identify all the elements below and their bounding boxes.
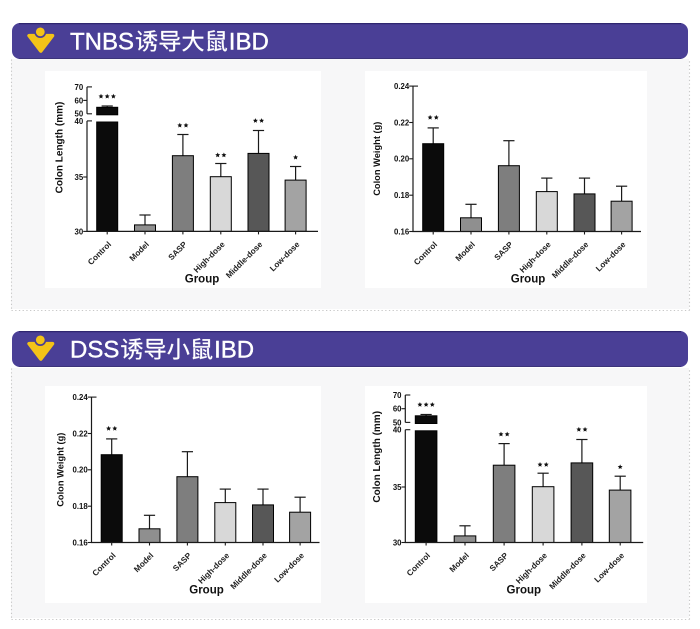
svg-text:0.16: 0.16 <box>394 227 410 236</box>
svg-text:Group: Group <box>507 585 542 597</box>
svg-text:0.22: 0.22 <box>73 429 89 438</box>
svg-text:0.20: 0.20 <box>394 155 410 164</box>
svg-text:50: 50 <box>393 418 402 427</box>
svg-text:60: 60 <box>393 405 402 414</box>
svg-text:60: 60 <box>75 96 84 105</box>
svg-text:70: 70 <box>393 391 402 400</box>
svg-text:0.24: 0.24 <box>394 82 410 91</box>
svg-text:30: 30 <box>75 227 84 236</box>
svg-text:0.18: 0.18 <box>73 502 89 511</box>
svg-text:Colon Length (mm): Colon Length (mm) <box>55 102 66 194</box>
svg-text:35: 35 <box>393 483 402 492</box>
svg-text:40: 40 <box>393 426 402 435</box>
svg-text:0.18: 0.18 <box>394 191 410 200</box>
svg-text:Group: Group <box>185 273 220 285</box>
svg-text:DSS: DSS <box>70 337 119 364</box>
svg-text:70: 70 <box>75 83 84 92</box>
svg-text:30: 30 <box>393 538 402 547</box>
svg-text:Colon Weight (g): Colon Weight (g) <box>372 122 382 196</box>
svg-text:Colon Weight (g): Colon Weight (g) <box>56 433 66 507</box>
svg-text:0.24: 0.24 <box>73 393 89 402</box>
svg-text:IBD: IBD <box>229 29 269 56</box>
svg-text:0.22: 0.22 <box>394 118 410 127</box>
svg-text:Colon Length (mm): Colon Length (mm) <box>372 411 383 503</box>
svg-text:Group: Group <box>189 585 224 597</box>
svg-text:TNBS: TNBS <box>70 29 134 56</box>
svg-text:50: 50 <box>75 110 84 119</box>
svg-text:IBD: IBD <box>214 337 254 364</box>
svg-text:35: 35 <box>75 173 84 182</box>
svg-text:Group: Group <box>511 274 546 286</box>
svg-text:0.20: 0.20 <box>73 466 89 475</box>
svg-text:0.16: 0.16 <box>73 538 89 547</box>
svg-text:40: 40 <box>75 117 84 126</box>
